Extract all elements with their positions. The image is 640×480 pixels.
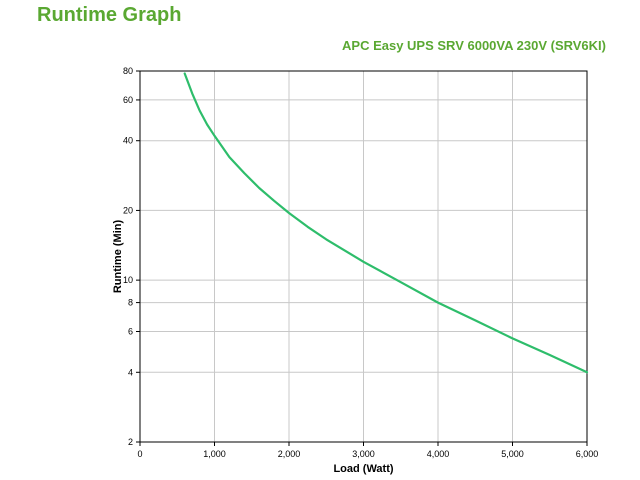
x-tick-label: 6,000 <box>576 449 599 459</box>
y-tick-label: 2 <box>128 437 133 447</box>
y-tick-label: 20 <box>123 205 133 215</box>
page-title: Runtime Graph <box>37 4 182 26</box>
y-axis-label: Runtime (Min) <box>112 220 124 294</box>
y-tick-label: 8 <box>128 298 133 308</box>
y-tick-label: 60 <box>123 95 133 105</box>
x-tick-label: 4,000 <box>427 449 450 459</box>
x-tick-label: 2,000 <box>278 449 301 459</box>
x-tick-label: 3,000 <box>352 449 375 459</box>
y-tick-label: 10 <box>123 275 133 285</box>
series-line <box>183 72 589 374</box>
x-axis-label: Load (Watt) <box>333 463 393 475</box>
y-tick-label: 40 <box>123 136 133 146</box>
x-tick-label: 0 <box>137 449 142 459</box>
x-tick-label: 1,000 <box>203 449 226 459</box>
x-tick-label: 5,000 <box>501 449 524 459</box>
chart-title: APC Easy UPS SRV 6000VA 230V (SRV6KI) <box>342 38 606 53</box>
grid-lines <box>140 71 587 442</box>
axis-ticks: 0 1,000 2,000 3,000 4,000 5,000 6,000 2 4 6 8 10 20 4… <box>123 66 598 459</box>
y-tick-label: 80 <box>123 66 133 76</box>
y-tick-label: 6 <box>128 327 133 337</box>
y-tick-label: 4 <box>128 367 133 377</box>
